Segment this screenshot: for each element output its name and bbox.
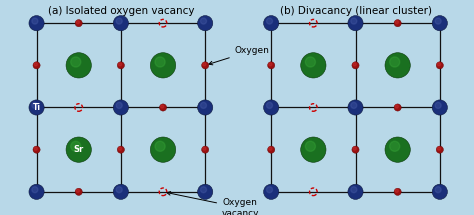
Circle shape [113,184,128,199]
Circle shape [201,146,209,153]
Circle shape [34,63,37,66]
Circle shape [432,184,447,199]
Text: Sr: Sr [73,145,84,154]
Circle shape [305,141,316,151]
Circle shape [385,137,410,162]
Circle shape [33,62,40,69]
Circle shape [150,137,176,162]
Circle shape [269,63,272,66]
Circle shape [118,63,122,66]
Circle shape [75,20,82,27]
Circle shape [264,16,279,31]
Circle shape [351,102,357,108]
Circle shape [117,62,125,69]
Circle shape [266,18,273,24]
Circle shape [301,137,326,162]
Circle shape [71,141,81,151]
Circle shape [264,100,279,115]
Circle shape [353,147,356,150]
Circle shape [71,57,81,67]
Circle shape [155,141,165,151]
Circle shape [348,16,363,31]
Circle shape [266,102,273,108]
Circle shape [113,100,128,115]
Circle shape [394,20,401,27]
Circle shape [435,102,441,108]
Circle shape [305,57,316,67]
Circle shape [66,137,91,162]
Circle shape [116,102,122,108]
Circle shape [29,16,44,31]
Circle shape [32,187,38,193]
Circle shape [432,100,447,115]
Circle shape [352,146,359,153]
Circle shape [203,147,206,150]
Circle shape [198,184,213,199]
Circle shape [395,105,399,108]
Circle shape [29,100,44,115]
Circle shape [159,104,166,111]
Circle shape [395,189,399,192]
Text: Oxygen: Oxygen [209,46,270,65]
Circle shape [201,102,207,108]
Circle shape [34,147,37,150]
Circle shape [436,62,443,69]
Circle shape [385,53,410,78]
Circle shape [269,147,272,150]
Circle shape [76,20,80,24]
Circle shape [351,187,357,193]
Circle shape [353,63,356,66]
Circle shape [266,187,273,193]
Circle shape [29,184,44,199]
Circle shape [150,53,176,78]
Circle shape [33,146,40,153]
Circle shape [117,146,125,153]
Circle shape [66,53,91,78]
Text: (a) Isolated oxygen vacancy: (a) Isolated oxygen vacancy [47,6,194,17]
Circle shape [116,18,122,24]
Circle shape [198,16,213,31]
Circle shape [432,16,447,31]
Circle shape [32,102,38,108]
Circle shape [201,62,209,69]
Circle shape [352,62,359,69]
Circle shape [113,16,128,31]
Circle shape [198,100,213,115]
Circle shape [394,104,401,111]
Circle shape [348,184,363,199]
Circle shape [394,188,401,195]
Circle shape [438,63,441,66]
Circle shape [438,147,441,150]
Circle shape [268,146,275,153]
Circle shape [155,57,165,67]
Text: Oxygen
vacancy: Oxygen vacancy [167,192,260,215]
Circle shape [435,18,441,24]
Circle shape [201,187,207,193]
Text: Ti: Ti [33,103,41,112]
Circle shape [390,141,400,151]
Circle shape [118,147,122,150]
Circle shape [75,188,82,195]
Circle shape [351,18,357,24]
Circle shape [348,100,363,115]
Circle shape [203,63,206,66]
Circle shape [301,53,326,78]
Circle shape [435,187,441,193]
Circle shape [268,62,275,69]
Circle shape [161,105,164,108]
Circle shape [264,184,279,199]
Circle shape [436,146,443,153]
Circle shape [76,189,80,192]
Circle shape [395,20,399,24]
Circle shape [32,18,38,24]
Circle shape [390,57,400,67]
Circle shape [116,187,122,193]
Circle shape [201,18,207,24]
Text: (b) Divacancy (linear cluster): (b) Divacancy (linear cluster) [280,6,431,17]
